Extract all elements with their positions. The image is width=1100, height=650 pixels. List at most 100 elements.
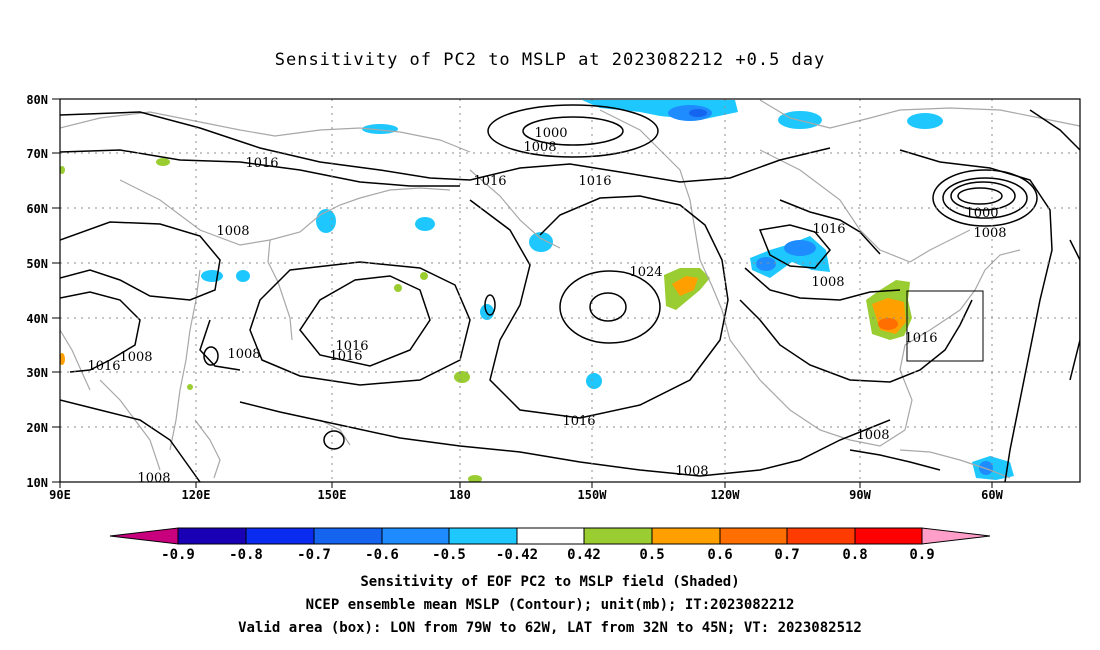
mslp-contours	[60, 104, 1080, 482]
map-title: Sensitivity of PC2 to MSLP at 2023082212…	[274, 50, 826, 70]
colorbar-right-arrow	[921, 527, 991, 545]
coastlines	[60, 99, 1080, 479]
colorbar-label: 0.5	[639, 547, 664, 563]
coastline	[899, 449, 1011, 479]
contour-line	[203, 346, 219, 366]
lat-label: 70N	[26, 147, 48, 161]
contour-label: 1008	[119, 350, 152, 365]
coastline	[319, 419, 351, 446]
contour-line	[589, 292, 627, 322]
lon-label: 90W	[849, 488, 871, 502]
shade-blob	[236, 270, 250, 282]
colorbar-label: -0.42	[496, 547, 538, 563]
coastline	[60, 329, 91, 391]
contour-label: 1016	[578, 174, 611, 189]
contour-line	[60, 291, 141, 373]
lon-label: 150W	[578, 488, 608, 502]
colorbar-label: 0.8	[842, 547, 867, 563]
caption-valid-area: Valid area (box): LON from 79W to 62W, L…	[238, 620, 862, 636]
colorbar-segment	[854, 527, 923, 545]
lon-label: 90E	[49, 488, 71, 502]
colorbar-label: 0.6	[707, 547, 732, 563]
colorbar-segment	[651, 527, 721, 545]
contour-line	[487, 104, 659, 158]
lat-label: 30N	[26, 366, 48, 380]
colorbar-segment	[583, 527, 653, 545]
contour-line	[1029, 109, 1080, 151]
shade-blob	[187, 384, 193, 390]
colorbar-segment	[177, 527, 247, 545]
contour-line	[60, 149, 460, 187]
colorbar-segment	[245, 527, 315, 545]
contour-label: 1016	[329, 349, 362, 364]
colorbar-segment	[516, 527, 585, 545]
colorbar-label: -0.7	[297, 547, 331, 563]
contour-label: 1000	[534, 126, 567, 141]
contour-line	[942, 177, 1028, 219]
colorbar-left-arrow	[109, 527, 179, 545]
contour-line	[779, 199, 881, 255]
contour-label: 1008	[137, 471, 170, 486]
shade-blob	[415, 217, 435, 231]
contour-line	[522, 116, 624, 146]
contour-label: 1008	[675, 464, 708, 479]
contour-line	[249, 261, 471, 386]
contour-label: 1008	[811, 275, 844, 290]
axis-ticks	[52, 98, 993, 488]
contour-label: 1008	[523, 140, 556, 155]
contour-line	[559, 270, 661, 344]
shade-blob	[672, 276, 698, 296]
colorbar-label: -0.5	[432, 547, 466, 563]
shade-blob	[878, 318, 898, 330]
contour-line	[899, 149, 1053, 482]
contour-line	[744, 267, 901, 301]
contour-label: 1008	[856, 428, 889, 443]
contour-label: 1008	[227, 347, 260, 362]
contour-line	[758, 224, 831, 269]
colorbar-segment	[786, 527, 856, 545]
contour-line	[957, 187, 1003, 205]
contour-label: 1008	[973, 226, 1006, 241]
shade-blob	[907, 113, 943, 129]
lat-label: 50N	[26, 257, 48, 271]
colorbar-segment	[448, 527, 518, 545]
shade-blob	[979, 461, 993, 475]
lon-label: 60W	[981, 488, 1003, 502]
grid-lines	[60, 99, 1080, 482]
lon-label: 150E	[318, 488, 347, 502]
colorbar-label: 0.7	[774, 547, 799, 563]
contour-line	[484, 294, 496, 316]
contour-labels: 1000 1008 1016 1016 1016 1008 1016 1016 …	[87, 126, 1006, 486]
caption-shading: Sensitivity of EOF PC2 to MSLP field (Sh…	[360, 574, 740, 590]
lon-label: 120E	[182, 488, 211, 502]
lon-label: 120W	[711, 488, 741, 502]
shade-blob	[201, 270, 223, 282]
contour-line	[932, 169, 1038, 227]
shade-blob	[689, 109, 707, 117]
contour-line	[1069, 239, 1080, 381]
contour-label: 1016	[562, 414, 595, 429]
contour-label: 1024	[629, 265, 662, 280]
contour-label: 1016	[904, 331, 937, 346]
colorbar: -0.9 -0.8 -0.7 -0.6 -0.5 -0.42 0.42 0.5 …	[109, 527, 991, 563]
shade-blob	[156, 158, 170, 166]
contour-line	[469, 195, 729, 419]
contour-line	[950, 181, 1016, 211]
contour-line	[849, 449, 941, 471]
shade-blob	[586, 373, 602, 389]
contour-line	[323, 430, 345, 450]
colorbar-segment	[313, 527, 383, 545]
map-frame	[59, 98, 1081, 483]
coastline	[99, 379, 161, 471]
contour-label: 1016	[473, 174, 506, 189]
contour-label: 1016	[245, 156, 278, 171]
lon-label: 180	[449, 488, 471, 502]
coastline	[759, 149, 971, 263]
contour-label: 1016	[812, 222, 845, 237]
lat-label: 10N	[26, 476, 48, 490]
contour-line	[239, 401, 891, 477]
colorbar-label: -0.9	[161, 547, 195, 563]
lon-labels: 90E 120E 150E 180 150W 120W 90W 60W	[49, 488, 1003, 502]
shade-blob	[454, 371, 470, 383]
